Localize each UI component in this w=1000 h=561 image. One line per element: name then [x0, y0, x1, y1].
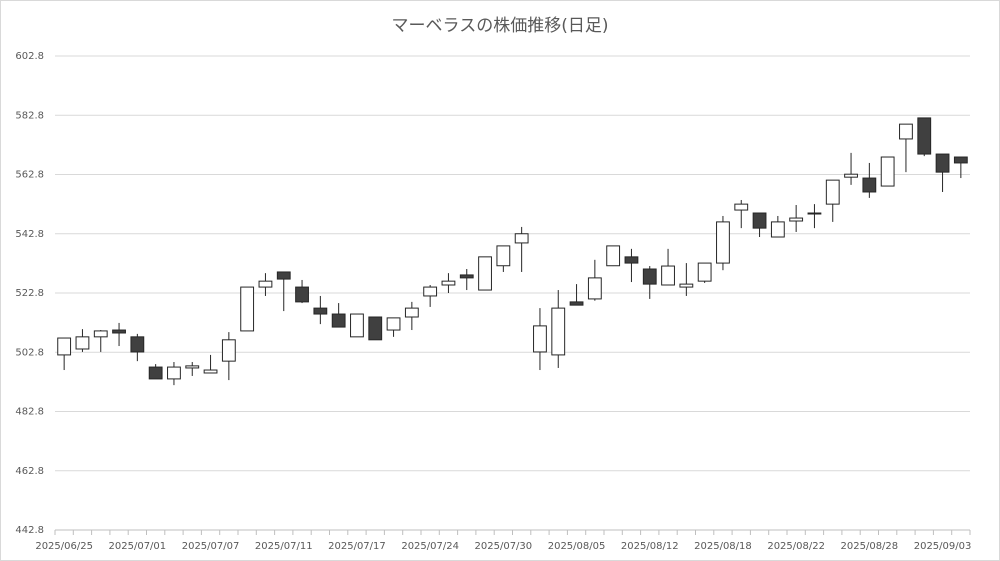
x-tick-label: 2025/07/24: [401, 541, 459, 552]
candle-body: [917, 117, 932, 155]
candle-body: [807, 212, 822, 215]
candle-body: [313, 307, 328, 315]
candle-body: [130, 336, 145, 353]
candle-body: [368, 316, 383, 341]
x-tick-label: 2025/08/28: [841, 541, 899, 552]
x-tick-label: 2025/07/30: [475, 541, 533, 552]
candle-body: [75, 336, 90, 350]
candle-body: [551, 307, 566, 356]
candle-body: [752, 212, 767, 229]
y-tick-label: 562.8: [15, 170, 44, 181]
candle-body: [112, 329, 126, 334]
candle-body: [880, 156, 895, 187]
y-tick-label: 582.8: [15, 110, 44, 121]
candle-body: [569, 301, 584, 306]
candle-body: [624, 256, 639, 264]
candle-body: [478, 256, 492, 291]
x-tick-label: 2025/07/11: [255, 541, 313, 552]
candle-body: [148, 366, 163, 380]
candle-body: [185, 365, 200, 369]
candle-body: [789, 217, 804, 222]
candle-body: [661, 265, 675, 286]
candle-body: [679, 283, 694, 288]
y-tick-label: 602.8: [15, 51, 44, 62]
candle-body: [606, 245, 621, 267]
candle-body: [203, 369, 218, 374]
candle-body: [697, 262, 712, 282]
candle-body: [295, 286, 309, 303]
x-tick-label: 2025/08/12: [621, 541, 679, 552]
candle-body: [770, 221, 785, 238]
candle-body: [404, 307, 419, 318]
candle-body: [899, 123, 913, 140]
candle-body: [533, 325, 547, 353]
x-tick-label: 2025/06/25: [35, 541, 93, 552]
x-tick-label: 2025/08/22: [767, 541, 825, 552]
candle-body: [57, 337, 72, 356]
candle-body: [935, 153, 950, 173]
candle-body: [734, 203, 749, 211]
candle-body: [258, 280, 273, 288]
candle-body: [862, 177, 877, 193]
candle-body: [93, 330, 108, 338]
x-tick-label: 2025/09/03: [914, 541, 972, 552]
candle-body: [716, 221, 730, 264]
candle-body: [276, 271, 291, 280]
candle-body: [167, 366, 181, 380]
x-tick-label: 2025/07/01: [109, 541, 167, 552]
candle-body: [642, 268, 657, 285]
candle-body: [221, 339, 236, 362]
candle-body: [496, 245, 511, 267]
candle-body: [350, 313, 364, 338]
y-tick-label: 542.8: [15, 229, 44, 240]
y-tick-label: 522.8: [15, 288, 44, 299]
y-tick-label: 482.8: [15, 407, 44, 418]
x-tick-label: 2025/07/17: [328, 541, 386, 552]
candle-body: [514, 233, 529, 244]
candle-body: [844, 173, 858, 178]
candle-body: [331, 313, 346, 328]
candle-body: [441, 280, 456, 286]
candle-body: [587, 277, 602, 300]
y-tick-label: 442.8: [15, 525, 44, 536]
y-tick-label: 462.8: [15, 466, 44, 477]
candle-body: [953, 156, 968, 164]
candle-body: [386, 317, 401, 331]
candle-body: [825, 179, 840, 205]
y-tick-label: 502.8: [15, 347, 44, 358]
x-tick-label: 2025/07/07: [182, 541, 240, 552]
candle-body: [240, 286, 255, 332]
x-tick-label: 2025/08/05: [548, 541, 606, 552]
chart-title: マーベラスの株価推移(日足): [392, 16, 609, 36]
x-tick-label: 2025/08/18: [694, 541, 752, 552]
candle-body: [423, 286, 438, 297]
candle-body: [459, 274, 474, 279]
